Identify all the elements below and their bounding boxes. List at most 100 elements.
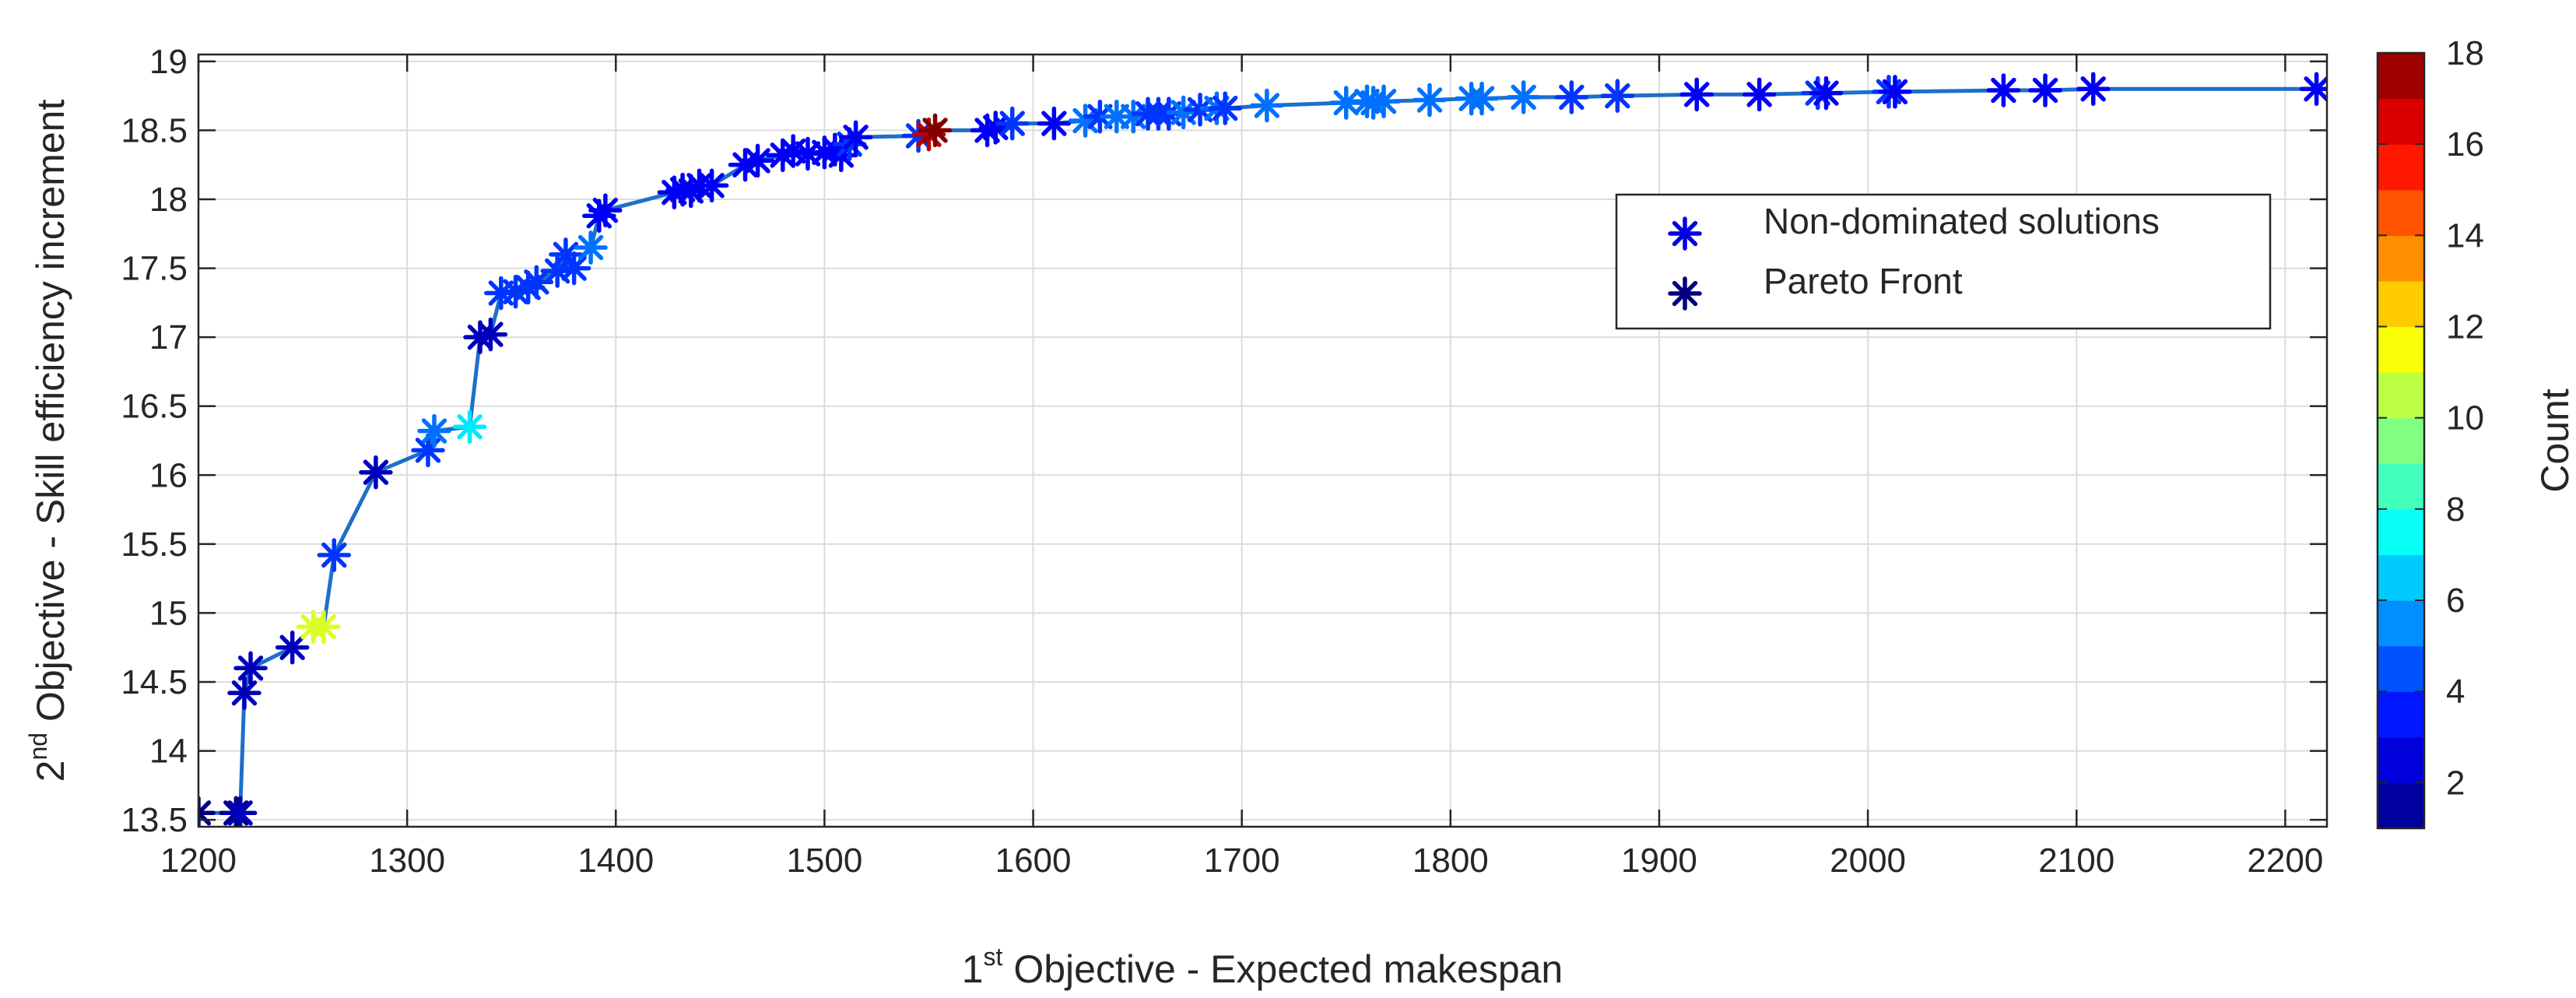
colorbar-band — [2378, 600, 2424, 647]
solution-point — [2076, 72, 2111, 107]
solution-point-stroke — [1041, 111, 1067, 136]
y-axis-title: 2nd Objective - Skill efficiency increme… — [24, 100, 72, 782]
x-tick-label: 1700 — [1204, 842, 1280, 880]
solution-point — [740, 143, 775, 178]
y-tick-label: 15 — [149, 594, 188, 632]
x-tick-label: 1200 — [160, 842, 237, 880]
solution-point — [574, 230, 608, 265]
solution-point — [223, 796, 258, 827]
colorbar-tick-label: 16 — [2446, 125, 2484, 163]
x-tick-label: 1600 — [995, 842, 1072, 880]
colorbar-band — [2378, 554, 2424, 601]
x-axis-title-rest: Objective - Expected makespan — [1002, 947, 1563, 991]
solution-point-stroke — [1746, 82, 1772, 107]
y-axis-title-sup: nd — [24, 733, 52, 761]
colorbar-band — [2378, 508, 2424, 556]
colorbar-band — [2378, 417, 2424, 464]
solution-point-stroke — [843, 125, 869, 150]
colorbar-band — [2378, 280, 2424, 328]
legend-star-0-stroke — [1672, 220, 1698, 247]
colorbar-band — [2378, 98, 2424, 145]
colorbar-band — [2378, 235, 2424, 282]
solution-point — [1742, 77, 1777, 112]
y-tick-label: 14.5 — [121, 663, 188, 701]
solution-point — [838, 120, 873, 155]
solution-point-stroke — [592, 197, 619, 223]
solution-point-stroke — [1511, 84, 1536, 111]
solution-point-stroke — [1605, 83, 1630, 109]
y-tick-label: 16 — [149, 456, 188, 494]
y-tick-label: 19 — [149, 43, 188, 81]
solution-point — [1809, 76, 1844, 111]
solution-point — [2028, 73, 2062, 107]
y-axis-title-main: 2 — [29, 761, 72, 782]
solution-point-stroke — [321, 542, 347, 568]
solution-point — [1166, 95, 1201, 130]
solution-point — [1413, 83, 1447, 118]
solution-point-stroke — [553, 241, 579, 268]
solution-point — [307, 610, 341, 644]
solution-point-stroke — [1882, 79, 1908, 105]
solution-point-stroke — [457, 414, 483, 440]
x-tick-label: 1300 — [369, 842, 445, 880]
y-tick-label: 18 — [149, 181, 188, 219]
solution-point-stroke — [198, 800, 212, 817]
solution-point — [227, 676, 261, 710]
colorbar-band — [2378, 736, 2424, 784]
x-tick-label: 1900 — [1621, 842, 1697, 880]
solution-point-stroke — [231, 680, 258, 706]
solution-point-stroke — [2032, 77, 2058, 104]
solution-point-stroke — [1469, 86, 1495, 111]
solution-point-stroke — [1213, 95, 1238, 121]
solution-point — [1554, 80, 1589, 114]
x-tick-label: 1500 — [786, 842, 862, 880]
solution-point — [1986, 73, 2021, 107]
solution-point — [473, 317, 508, 352]
grid-lines — [198, 54, 2327, 827]
x-tick-label: 1400 — [577, 842, 654, 880]
colorbar-band — [2378, 189, 2424, 236]
solution-point-stroke — [2304, 76, 2327, 102]
solution-point — [519, 265, 554, 300]
colorbar-band — [2378, 53, 2424, 100]
solution-point-stroke — [311, 613, 337, 640]
colorbar-band — [2378, 691, 2424, 738]
y-tick-label: 14 — [149, 733, 188, 771]
solution-point — [1037, 106, 1072, 141]
solution-point-stroke — [1254, 93, 1280, 118]
y-tick-label: 13.5 — [121, 801, 188, 839]
x-tick-label: 2200 — [2247, 842, 2323, 880]
solution-point — [452, 409, 487, 445]
colorbar — [2378, 53, 2424, 829]
solution-point-stroke — [2080, 76, 2106, 102]
solution-point — [556, 251, 591, 286]
solution-point — [1465, 81, 1499, 116]
axis-ticks: 1200 1300 1400 1500 1600 1700 1800 1900 2000 2100… — [121, 43, 2327, 880]
legend-box — [1615, 193, 2272, 330]
solution-point-stroke — [363, 459, 389, 485]
solution-point-stroke — [1072, 107, 1098, 134]
colorbar-band — [2378, 645, 2424, 692]
colorbar-tick-label: 8 — [2446, 490, 2465, 529]
y-tick-label: 16.5 — [121, 388, 188, 426]
plot-frame — [197, 53, 2329, 828]
legend-star-1-stroke — [1672, 280, 1698, 307]
legend-label-pareto-front: Pareto Front — [1764, 261, 1963, 301]
solution-point-stroke — [1370, 89, 1397, 114]
solution-point-stroke — [577, 234, 604, 261]
solution-point — [1506, 80, 1541, 114]
solution-point — [233, 651, 268, 686]
solution-point-stroke — [1187, 97, 1213, 123]
y-tick-label: 17.5 — [121, 250, 188, 288]
solution-point — [1367, 84, 1401, 118]
solution-point-stroke — [922, 118, 948, 143]
colorbar-band — [2378, 144, 2424, 191]
x-axis-title-main: 1 — [962, 947, 984, 991]
legend-marker-non-dominated — [1668, 216, 1702, 251]
solution-point — [995, 106, 1030, 141]
y-tick-label: 15.5 — [121, 525, 188, 564]
colorbar-band — [2378, 326, 2424, 373]
solution-point — [588, 193, 623, 227]
